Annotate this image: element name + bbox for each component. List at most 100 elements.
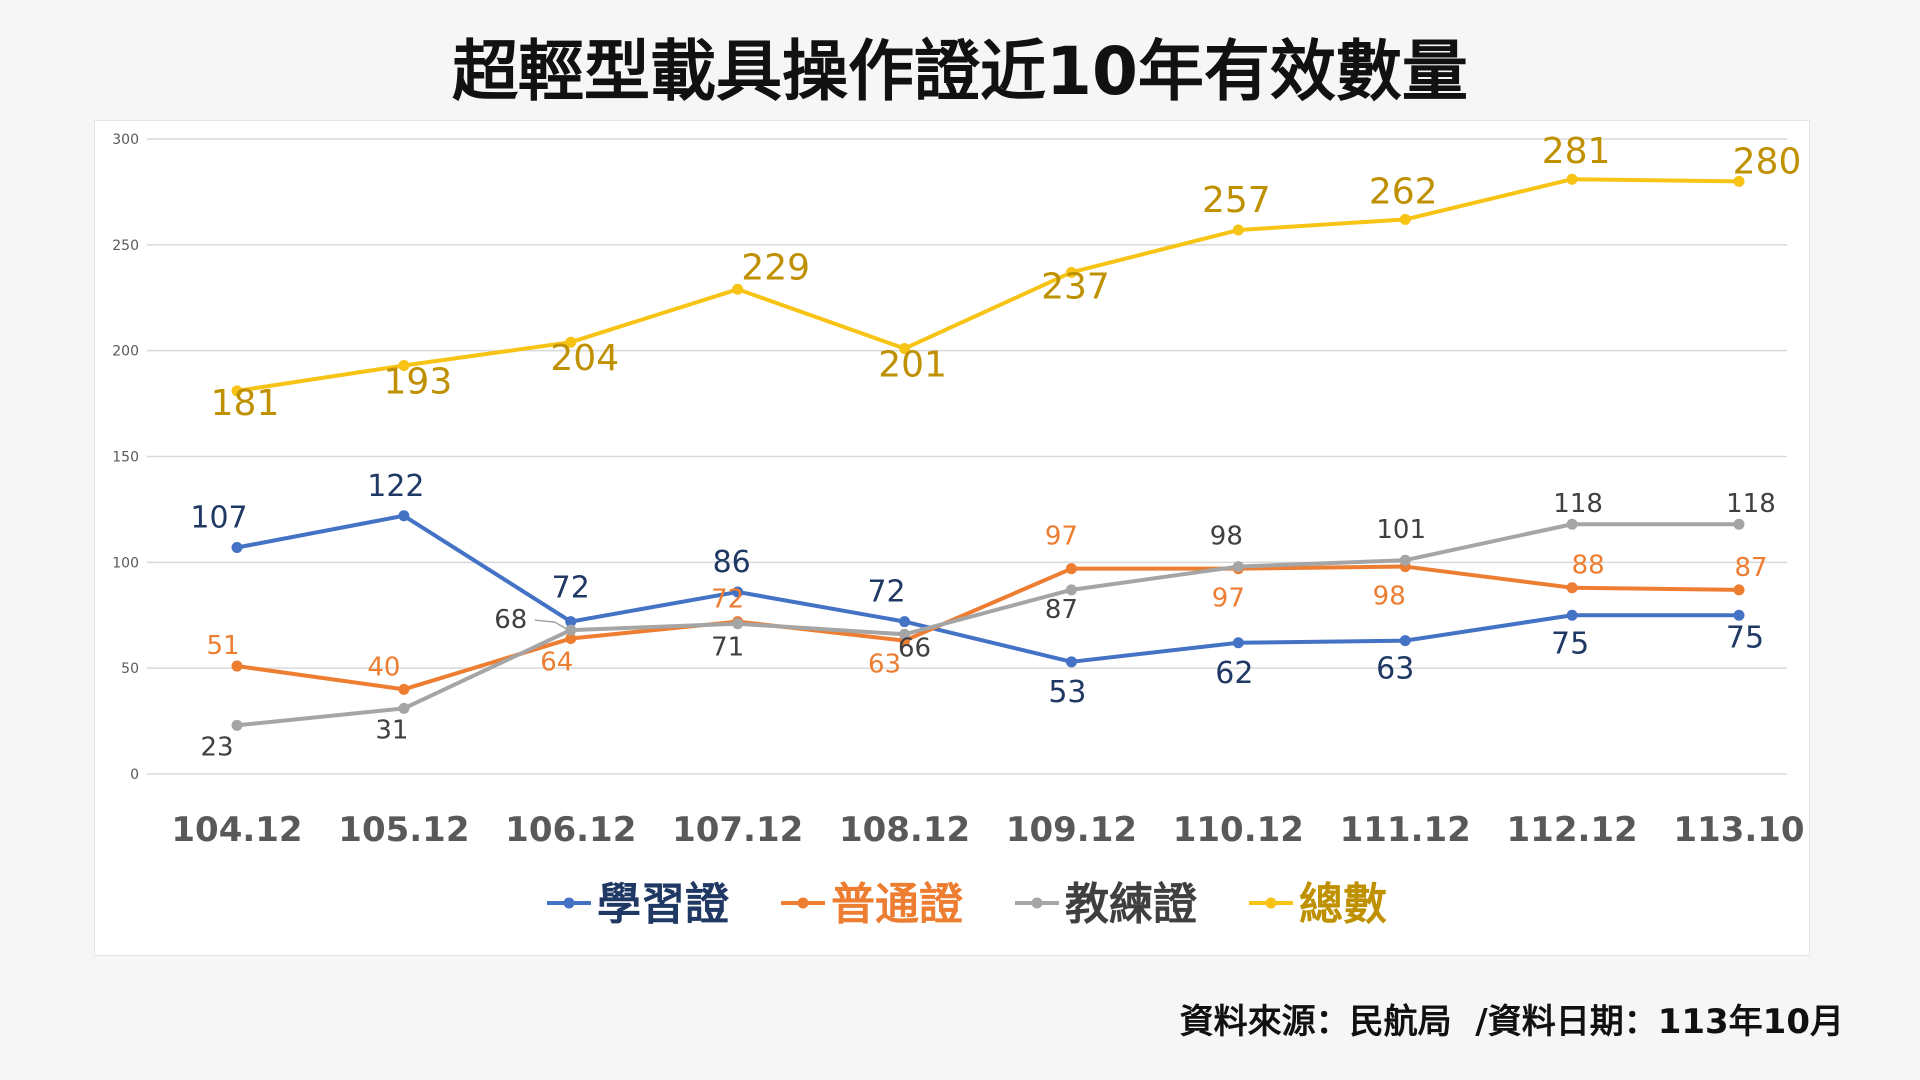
data-label: 23 [200,732,233,762]
data-point [1399,554,1411,566]
y-tick-label: 100 [112,555,139,571]
legend-marker [797,897,809,909]
data-label: 68 [494,605,527,635]
data-label: 71 [711,633,744,663]
data-label: 237 [1041,266,1110,307]
data-label: 193 [384,361,453,402]
data-point [732,586,744,598]
data-label: 53 [1048,675,1086,710]
data-point [1733,584,1745,596]
data-point [899,628,911,640]
data-point [1232,561,1244,573]
x-tick-label: 106.12 [505,810,636,850]
data-point [899,343,911,355]
legend-label: 學習證 [597,879,730,930]
data-label: 257 [1202,180,1271,221]
series-line [235,564,1741,692]
data-point [565,616,577,628]
y-tick-label: 250 [112,238,139,254]
data-label: 201 [878,345,947,386]
data-label: 51 [206,631,239,661]
x-tick-label: 109.12 [1006,810,1137,850]
series-line [235,513,1741,664]
data-label: 101 [1376,515,1426,545]
chart-panel: 0 50 100 150 200 250 300 104.12 105.12 106.12 107… [94,120,1810,956]
data-label: 122 [367,469,424,504]
data-label: 280 [1733,141,1802,182]
legend-marker [1031,897,1043,909]
data-label: 107 [190,501,247,536]
data-label: 87 [1045,595,1078,625]
data-label: 72 [867,575,905,610]
data-point [398,510,410,522]
data-label: 88 [1572,551,1605,581]
data-point [565,633,577,645]
data-label: 66 [898,633,931,663]
data-point [398,683,410,695]
source-note: 資料來源：民航局 /資料日期：113年10月 [1179,1002,1844,1042]
data-label: 72 [711,585,744,615]
page-title: 超輕型載具操作證近10年有效數量 [452,33,1468,110]
data-label: 86 [713,545,751,580]
data-label: 63 [1376,652,1414,687]
data-label: 281 [1542,131,1611,172]
data-label: 97 [1045,522,1078,552]
data-label: 75 [1551,626,1589,661]
series-lines [231,173,1745,731]
data-point [231,719,243,731]
data-label: 118 [1553,489,1603,519]
data-point [1232,637,1244,649]
y-tick-label: 300 [112,132,139,148]
y-tick-label: 50 [121,661,139,677]
x-tick-label: 110.12 [1173,810,1304,850]
data-point [1566,173,1578,185]
data-point [398,702,410,714]
data-point [1733,175,1745,187]
legend-label: 教練證 [1065,879,1198,930]
data-point [1232,224,1244,236]
data-point [1065,266,1077,278]
x-tick-label: 111.12 [1340,810,1471,850]
data-point [565,624,577,636]
data-point [1566,609,1578,621]
legend: 學習證 普通證 教練證 總數 [547,879,1387,930]
x-tick-label: 113.10 [1673,810,1804,850]
legend-marker [1265,897,1277,909]
data-point [732,283,744,295]
data-label: 97 [1212,584,1245,614]
data-point [1566,582,1578,594]
data-point [231,542,243,554]
y-tick-label: 0 [130,767,139,783]
x-tick-label: 112.12 [1507,810,1638,850]
data-labels: 107 122 72 86 72 53 62 63 75 75 51 40 64 72 63 97 97 98 88… [190,131,1801,762]
data-label: 63 [868,650,901,680]
data-label: 98 [1210,522,1243,552]
data-point [1399,213,1411,225]
data-point [1566,518,1578,530]
x-tick-label: 107.12 [672,810,803,850]
data-point [1399,635,1411,647]
series-line [235,522,1741,728]
x-tick-label: 104.12 [171,810,302,850]
x-tick-label: 108.12 [839,810,970,850]
data-label: 229 [741,247,810,288]
data-point [231,385,243,397]
data-label: 262 [1369,171,1438,212]
data-label: 204 [550,338,619,379]
x-tick-label: 105.12 [338,810,469,850]
series-line [235,177,1741,393]
data-point [1733,609,1745,621]
data-point [899,616,911,628]
data-label: 181 [211,383,280,424]
data-label: 118 [1726,489,1776,519]
label-leader-line [534,619,568,630]
data-point [398,359,410,371]
line-chart: 0 50 100 150 200 250 300 104.12 105.12 106.12 107… [112,131,1804,930]
y-tick-label: 200 [112,344,139,360]
legend-label: 總數 [1299,879,1387,930]
data-label: 31 [375,715,408,745]
gridlines [147,138,1787,775]
data-label: 75 [1726,620,1764,655]
data-label: 64 [540,648,573,678]
data-point [1065,563,1077,575]
